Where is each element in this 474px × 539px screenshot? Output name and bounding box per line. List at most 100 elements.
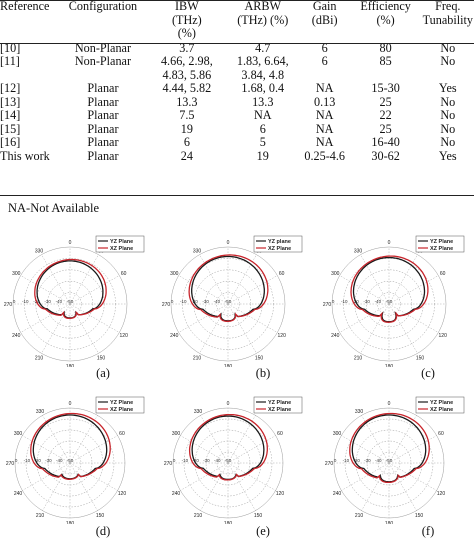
polar-angle-label: 210 [35,356,44,362]
polar-angle-label: 180 [66,521,75,524]
table-top-rule [0,0,474,1]
xz-plane-pattern [30,412,111,480]
polar-grid-spoke [69,303,99,354]
polar-radial-label: -50 [386,299,393,304]
polar-radial-label: -40 [375,299,382,304]
polar-plot: 030601201501802102402703003300-10-20-30-… [160,233,308,372]
cell-arbw: 19 [226,149,300,164]
polar-radial-label: -40 [56,458,63,463]
polar-grid-ring [365,280,413,328]
polar-angle-label: 270 [164,461,173,467]
polar-grid-ring [216,292,240,316]
polar-grid-spoke [178,303,229,333]
polar-radial-label: -10 [182,458,189,463]
polar-radial-label: -10 [343,458,350,463]
cell-reference: [12] [0,81,21,95]
polar-plot-svg: 030601201501802102402703003300-10-20-30-… [323,235,465,370]
polar-radial-label: -50 [386,458,393,463]
legend-label: YZ plane [268,239,291,245]
table-row: [15] Planar 19 6 NA 25 No [0,121,474,137]
polar-grid-spoke [180,462,229,491]
polar-angle-label: 120 [276,491,285,497]
polar-grid-spoke [388,275,439,305]
cell-efficiency: 22 [379,108,392,122]
polar-plot: 030601201501802102402703003300-10-20-30-… [160,394,308,529]
polar-radial-label: -40 [375,458,382,463]
polar-radial-label: -10 [24,458,31,463]
cell-configuration: Planar [87,121,119,136]
cell-reference: [13] [0,94,21,109]
cell-ibw-line: 4.83, 5.86 [162,67,212,82]
polar-grid-spoke [227,462,276,491]
polar-angle-label: 0 [227,240,230,246]
cell-reference: [14] [0,108,21,122]
table-header-rule [0,43,474,44]
panel-caption: (d) [95,524,111,538]
polar-angle-label: 60 [277,431,283,437]
cell-configuration: Non-Planar [74,40,132,55]
cell-configuration: Planar [87,135,119,149]
polar-grid-ring [58,451,82,475]
polar-grid-ring [58,292,82,316]
polar-angle-label: 240 [333,491,342,497]
legend-label: XZ Plane [268,246,291,252]
polar-grid-spoke [180,435,229,464]
cell-reference: This work [0,148,50,163]
polar-angle-label: 150 [96,513,105,519]
header-ibw-line3: (%) [177,26,196,40]
cell-configuration: Planar [87,148,119,163]
polar-grid-spoke [388,462,417,511]
polar-grid-spoke [227,462,256,511]
polar-radial-label: -30 [202,299,209,304]
table-row: [11] Non-Planar 4.66, 2.98, 4.83, 5.86 1.83,… [0,54,474,82]
polar-plot: 030601201501802102402703003300-10-20-30-… [2,233,150,372]
cell-arbw: 1.83, 6.64, 3.84, 4.8 [226,54,300,82]
header-tunability-line2: Tunability [422,12,473,27]
cell-arbw: 5 [226,135,300,150]
cell-ibw-line: 4.44, 5.82 [162,81,212,95]
polar-angle-label: 330 [193,248,202,254]
polar-angle-label: 300 [170,271,179,277]
legend-label: XZ Plane [110,246,133,252]
polar-grid-spoke [388,254,418,305]
polar-radial-label: 0 [171,299,174,304]
cell-gain: NA [315,121,334,136]
header-arbw-line1: ARBW [244,0,282,13]
polar-angle-label: 60 [119,431,125,437]
polar-grid-spoke [69,462,118,491]
cell-gain: 0.13 [314,94,336,109]
polar-angle-label: 180 [66,364,75,367]
polar-plot-svg: 030601201501802102402703003300-10-20-30-… [325,396,465,527]
yz-plane-pattern [351,414,427,483]
header-gain: Gain (dBi) [300,0,350,42]
cell-arbw-line: 4.7 [255,40,271,55]
polar-grid-ring [46,280,94,328]
header-efficiency-line2: (%) [376,12,395,27]
header-reference: Reference [0,0,58,42]
polar-radial-label: -10 [22,299,29,304]
polar-angle-label: 270 [162,302,171,308]
header-ibw-line1: IBW [175,0,199,13]
polar-radial-label: 0 [173,458,176,463]
legend-label: YZ Plane [110,400,133,406]
polar-grid-ring [12,246,128,362]
cell-configuration: Planar [87,94,119,109]
polar-grid-ring [377,451,401,475]
polar-grid-spoke [22,462,71,491]
polar-angle-label: 240 [170,333,179,339]
cell-efficiency: 16-40 [371,135,400,149]
polar-angle-label: 210 [193,356,202,362]
polar-angle-label: 60 [121,271,127,277]
polar-angle-label: 270 [4,302,13,308]
table-row: [14] Planar 7.5 NA NA 22 No [0,108,474,123]
cell-ibw: 19 [148,122,226,137]
header-ibw-line2: (THz) [171,12,202,27]
polar-grid-spoke [42,462,71,511]
polar-angle-label: 60 [279,271,285,277]
polar-radial-label: 0 [332,299,335,304]
polar-angle-label: 330 [355,409,364,415]
polar-plot: 030601201501802102402703003300-10-20-30-… [320,394,470,529]
polar-grid-spoke [227,435,276,464]
